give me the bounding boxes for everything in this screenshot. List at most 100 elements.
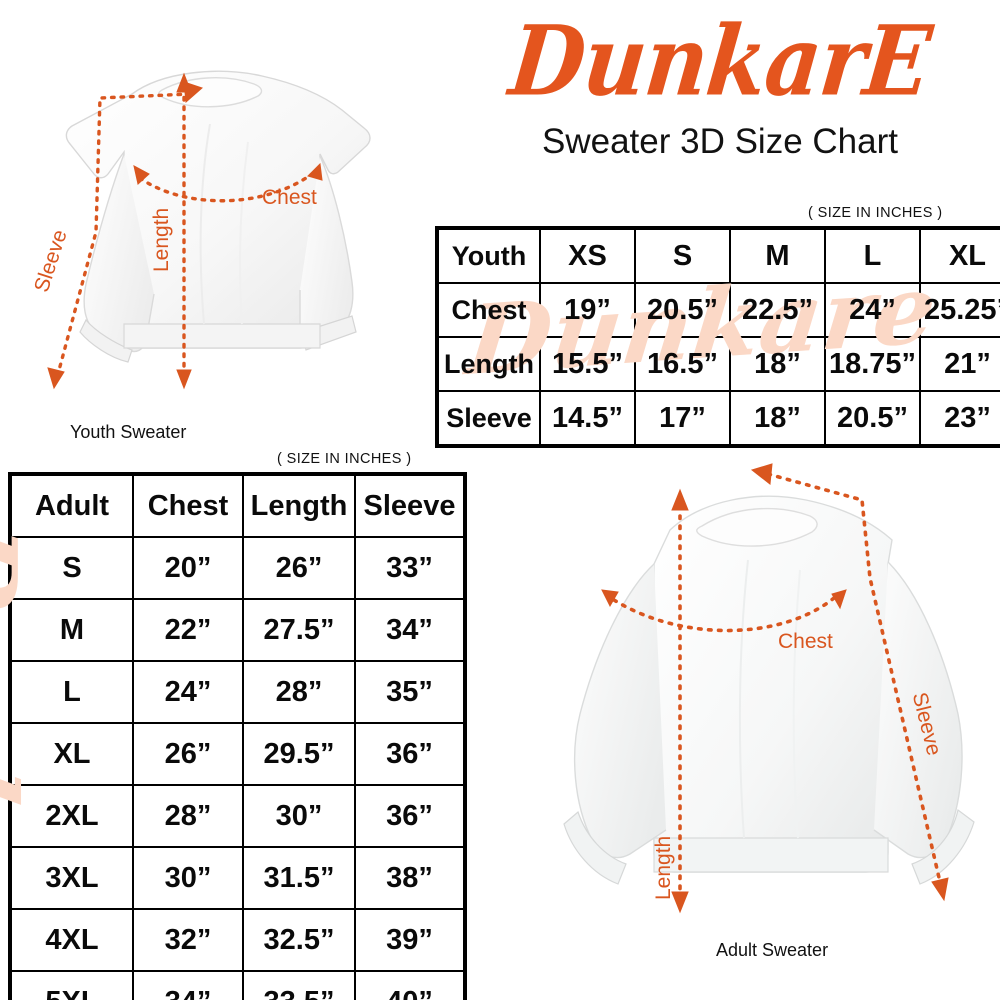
adult-row-label-l: L bbox=[10, 660, 134, 724]
adult-3xl-length: 31.5” bbox=[242, 846, 356, 910]
adult-m-length: 27.5” bbox=[242, 598, 356, 662]
adult-s-length: 26” bbox=[242, 536, 356, 600]
adult-5xl-sleeve: 40” bbox=[354, 970, 465, 1000]
youth-row-label-chest: Chest bbox=[437, 282, 541, 338]
adult-sweater-illustration bbox=[552, 452, 1000, 952]
youth-length-label: Length bbox=[150, 207, 173, 272]
adult-col-length: Length bbox=[242, 474, 356, 538]
adult-sweater-svg bbox=[563, 463, 975, 914]
sleeve-arrow-line bbox=[766, 472, 942, 884]
sweater-body bbox=[653, 495, 893, 873]
adult-xl-length: 29.5” bbox=[242, 722, 356, 786]
youth-length-l: 18.75” bbox=[824, 336, 921, 392]
table-row: 5XL 34” 33.5” 40” bbox=[10, 970, 465, 1000]
sweater-waistband bbox=[653, 837, 889, 873]
youth-chest-xs: 19” bbox=[539, 282, 636, 338]
length-arrow-head-bottom bbox=[671, 891, 689, 914]
adult-unit-note: ( SIZE IN INCHES ) bbox=[277, 451, 412, 467]
chest-arrow-line bbox=[612, 596, 836, 633]
table-row: 3XL 30” 31.5” 38” bbox=[10, 846, 465, 910]
adult-s-chest: 20” bbox=[132, 536, 244, 600]
youth-sleeve-xl: 23” bbox=[919, 390, 1000, 446]
sleeve-arrow-head-bottom bbox=[931, 877, 949, 902]
youth-col-xs: XS bbox=[539, 228, 636, 284]
adult-row-label-5xl: 5XL bbox=[10, 970, 134, 1000]
sweater-cuff-right bbox=[911, 808, 975, 885]
fabric-fold bbox=[738, 559, 749, 839]
chest-arrow-head-right bbox=[831, 589, 847, 610]
fabric-fold bbox=[239, 141, 249, 325]
youth-sleeve-l: 20.5” bbox=[824, 390, 921, 446]
chest-arrow-head-left bbox=[601, 589, 619, 608]
length-arrow-head-top bbox=[671, 488, 689, 511]
sweater-cuff-left bbox=[79, 318, 133, 363]
measurement-arrows bbox=[47, 72, 323, 390]
youth-chest-xl: 25.25” bbox=[919, 282, 1000, 338]
sleeve-arrow-head-top bbox=[183, 81, 203, 104]
adult-l-chest: 24” bbox=[132, 660, 244, 724]
adult-l-length: 28” bbox=[242, 660, 356, 724]
adult-row-label-3xl: 3XL bbox=[10, 846, 134, 910]
adult-row-label-2xl: 2XL bbox=[10, 784, 134, 848]
table-row: Chest 19” 20.5” 22.5” 24” 25.25” bbox=[437, 282, 1000, 338]
youth-corner-label: Youth bbox=[437, 228, 541, 284]
youth-size-table: Youth XS S M L XL Chest 19” 20.5” 22.5” … bbox=[435, 226, 1000, 448]
adult-row-label-s: S bbox=[10, 536, 134, 600]
youth-chest-s: 20.5” bbox=[634, 282, 731, 338]
adult-5xl-length: 33.5” bbox=[242, 970, 356, 1000]
length-arrow-head-bottom bbox=[176, 369, 192, 390]
sweater-collar bbox=[696, 507, 818, 547]
sweater-sleeve-left bbox=[573, 563, 667, 859]
youth-col-l: L bbox=[824, 228, 921, 284]
youth-chest-label: Chest bbox=[262, 186, 317, 209]
chest-arrow-head-right bbox=[307, 162, 323, 181]
table-row: Length 15.5” 16.5” 18” 18.75” 21” bbox=[437, 336, 1000, 392]
youth-length-s: 16.5” bbox=[634, 336, 731, 392]
table-row: 4XL 32” 32.5” 39” bbox=[10, 908, 465, 972]
adult-2xl-length: 30” bbox=[242, 784, 356, 848]
adult-row-label-4xl: 4XL bbox=[10, 908, 134, 972]
adult-length-label: Length bbox=[652, 835, 675, 900]
youth-sleeve-s: 17” bbox=[634, 390, 731, 446]
adult-m-sleeve: 34” bbox=[354, 598, 465, 662]
chest-arrow-head-left bbox=[133, 165, 150, 185]
adult-corner-label: Adult bbox=[10, 474, 134, 538]
youth-unit-note: ( SIZE IN INCHES ) bbox=[808, 205, 943, 221]
fabric-fold bbox=[792, 569, 801, 839]
youth-sleeve-xs: 14.5” bbox=[539, 390, 636, 446]
brand-block: DunkarE Sweater 3D Size Chart bbox=[450, 5, 990, 162]
adult-col-chest: Chest bbox=[132, 474, 244, 538]
youth-sleeve-m: 18” bbox=[729, 390, 826, 446]
sweater-sleeve-left bbox=[83, 153, 155, 353]
sleeve-arrow-head-top bbox=[750, 463, 773, 485]
sleeve-arrow-head-bottom bbox=[47, 367, 65, 390]
youth-length-m: 18” bbox=[729, 336, 826, 392]
page-title: Sweater 3D Size Chart bbox=[542, 121, 898, 161]
youth-length-xs: 15.5” bbox=[539, 336, 636, 392]
youth-sweater-caption: Youth Sweater bbox=[70, 422, 187, 442]
adult-col-sleeve: Sleeve bbox=[354, 474, 465, 538]
dunkare-logo: DunkarE bbox=[504, 4, 936, 119]
table-header-row: Youth XS S M L XL bbox=[437, 228, 1000, 284]
table-row: M 22” 27.5” 34” bbox=[10, 598, 465, 662]
adult-row-label-xl: XL bbox=[10, 722, 134, 786]
adult-2xl-sleeve: 36” bbox=[354, 784, 465, 848]
youth-row-label-sleeve: Sleeve bbox=[437, 390, 541, 446]
fabric-fold bbox=[199, 123, 211, 325]
adult-4xl-sleeve: 39” bbox=[354, 908, 465, 972]
sleeve-arrow-line bbox=[56, 92, 192, 376]
adult-4xl-chest: 32” bbox=[132, 908, 244, 972]
youth-col-xl: XL bbox=[919, 228, 1000, 284]
adult-s-sleeve: 33” bbox=[354, 536, 465, 600]
table-row: Sleeve 14.5” 17” 18” 20.5” 23” bbox=[437, 390, 1000, 446]
sweater-waistband bbox=[123, 323, 321, 349]
adult-size-table: Adult Chest Length Sleeve S 20” 26” 33” … bbox=[8, 472, 467, 1000]
chest-arrow-line bbox=[138, 172, 314, 203]
measurement-arrows bbox=[601, 463, 949, 914]
adult-2xl-chest: 28” bbox=[132, 784, 244, 848]
youth-sweater-illustration bbox=[12, 32, 432, 432]
youth-col-s: S bbox=[634, 228, 731, 284]
youth-chest-l: 24” bbox=[824, 282, 921, 338]
table-row: L 24” 28” 35” bbox=[10, 660, 465, 724]
adult-xl-sleeve: 36” bbox=[354, 722, 465, 786]
